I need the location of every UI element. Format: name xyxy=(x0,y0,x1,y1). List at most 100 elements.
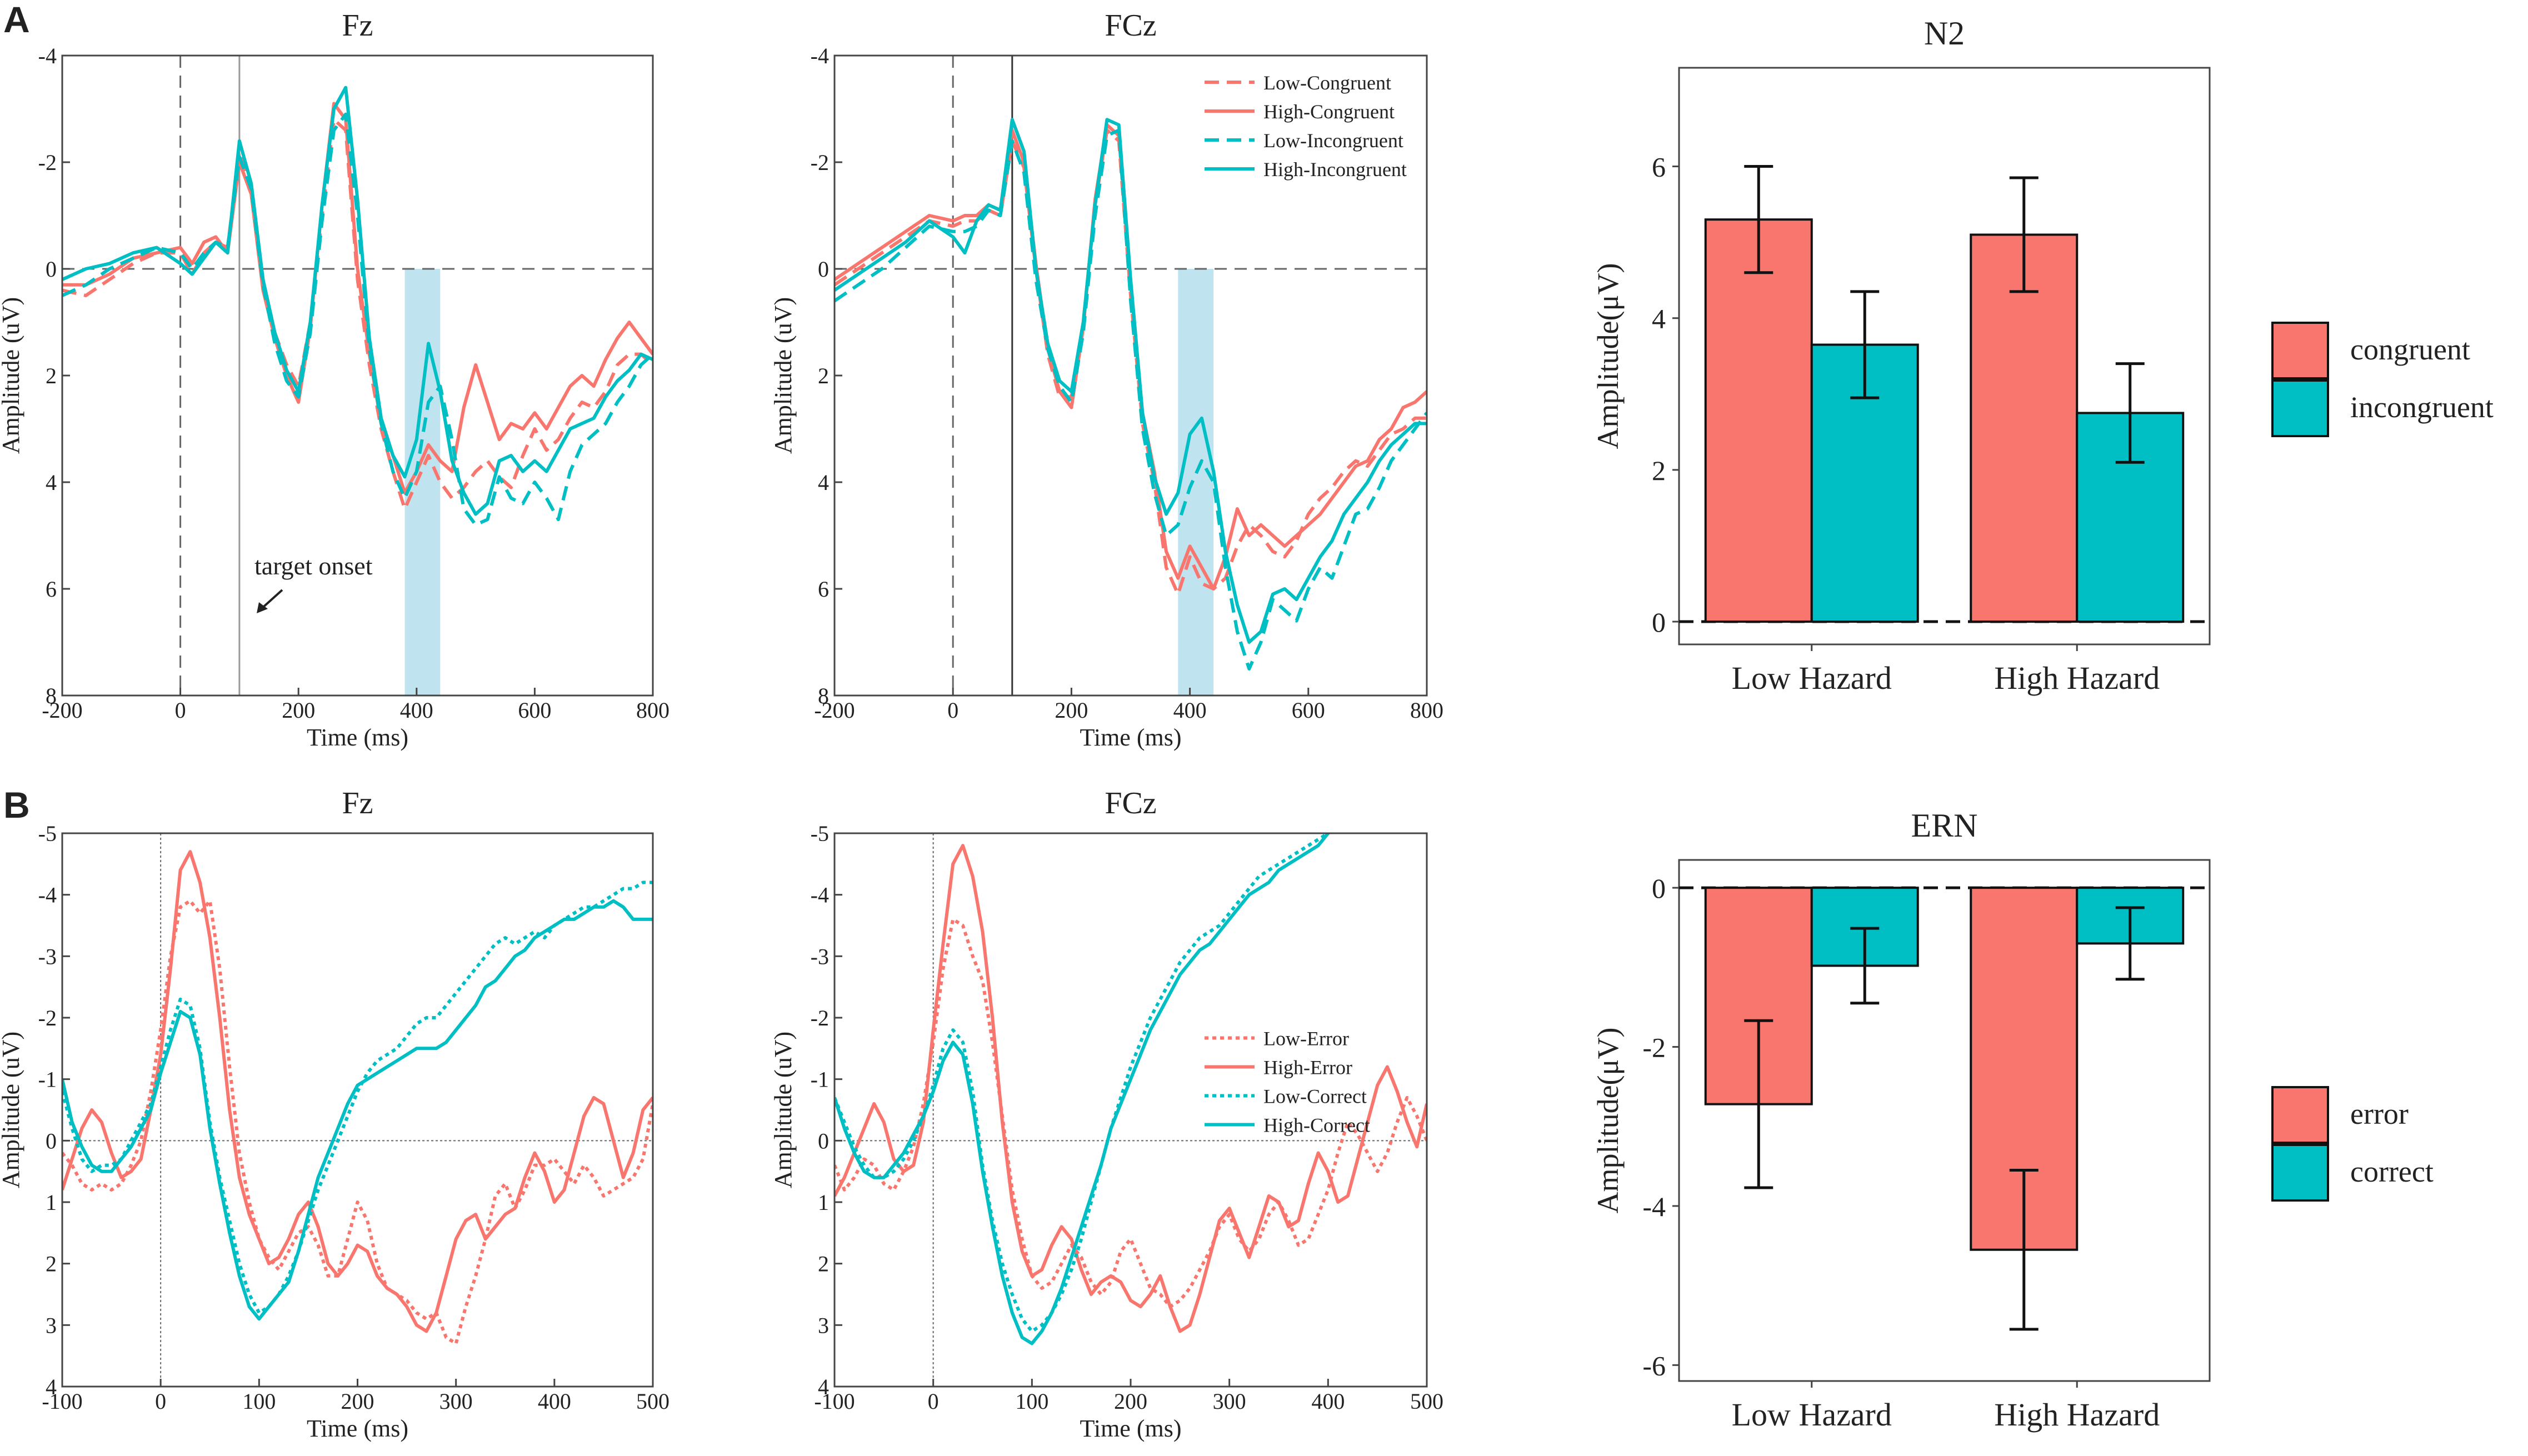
category-label: High Hazard xyxy=(1994,1397,2160,1433)
legend-swatch-error xyxy=(2271,1086,2329,1144)
y-tick-label: 6 xyxy=(818,577,829,602)
plot-frame xyxy=(1678,859,2211,1382)
chart-title: N2 xyxy=(1924,15,1965,52)
x-tick-label: 0 xyxy=(175,698,186,723)
y-tick-label: -4 xyxy=(811,883,829,908)
y-tick-label: 2 xyxy=(1652,455,1666,486)
y-tick-label: -1 xyxy=(811,1067,829,1092)
y-tick-label: 2 xyxy=(46,363,57,388)
x-tick-label: 300 xyxy=(439,1389,473,1414)
legend-label: incongruent xyxy=(2350,391,2494,424)
series-line-high-correct xyxy=(835,833,1331,1345)
y-tick-label: -4 xyxy=(38,883,57,908)
x-tick-label: 400 xyxy=(1311,1389,1345,1414)
category-label: Low Hazard xyxy=(1732,660,1892,696)
a_n2-chart: Low Hazard High Hazard 0 2 4 6 N2 Amplitude(μV)… xyxy=(1591,15,2494,696)
highlight-window xyxy=(1178,269,1214,696)
y-tick-label: -4 xyxy=(38,43,57,68)
y-tick-label: -2 xyxy=(38,1005,57,1030)
y-tick-label: 1 xyxy=(46,1190,57,1215)
x-tick-label: 600 xyxy=(1292,698,1325,723)
y-tick-label: 4 xyxy=(818,1374,829,1399)
legend-label: Low-Correct xyxy=(1263,1085,1367,1108)
y-axis-label: Amplitude (uV) xyxy=(770,297,797,454)
y-tick-label: -2 xyxy=(1642,1032,1666,1063)
y-tick-label: 0 xyxy=(818,1128,829,1153)
chart-title: FCz xyxy=(1105,8,1156,43)
y-tick-label: 8 xyxy=(46,683,57,708)
chart-title: FCz xyxy=(1105,786,1156,820)
plot-frame xyxy=(61,54,654,697)
b_ern-chart: Low Hazard High Hazard 0 -2 -4 -6 ERN Amplitude… xyxy=(1591,807,2434,1433)
y-axis-label: Amplitude (uV) xyxy=(0,1032,24,1188)
series-line-high-congruent xyxy=(62,102,653,495)
y-tick-label: 3 xyxy=(818,1313,829,1338)
y-tick-label: 2 xyxy=(46,1252,57,1277)
x-tick-label: 600 xyxy=(518,698,551,723)
legend-swatch-correct xyxy=(2271,1144,2329,1202)
series-line-high-congruent xyxy=(835,123,1427,591)
y-tick-label: 2 xyxy=(818,363,829,388)
x-axis-label: Time (ms) xyxy=(307,724,408,751)
legend-label: High-Incongruent xyxy=(1263,158,1407,181)
legend-label: Low-Incongruent xyxy=(1263,129,1403,152)
y-tick-label: 0 xyxy=(1652,873,1666,904)
y-tick-label: -5 xyxy=(38,821,57,846)
y-axis-label: Amplitude (uV) xyxy=(0,297,24,454)
x-tick-label: 300 xyxy=(1213,1389,1246,1414)
y-tick-label: 4 xyxy=(46,470,57,495)
y-tick-label: 0 xyxy=(1652,607,1666,638)
series-line-low-congruent xyxy=(835,128,1427,596)
chart-title: Fz xyxy=(342,8,373,43)
series-line-low-congruent xyxy=(62,118,653,511)
x-axis-label: Time (ms) xyxy=(307,1415,408,1442)
y-tick-label: 4 xyxy=(1652,303,1666,334)
x-tick-label: 800 xyxy=(1410,698,1443,723)
y-tick-label: 3 xyxy=(46,1313,57,1338)
y-tick-label: -4 xyxy=(1642,1191,1666,1222)
target-onset-label: target onset xyxy=(254,552,373,580)
legend-label: Low-Error xyxy=(1263,1028,1349,1050)
legend-swatch-incongruent xyxy=(2271,379,2329,437)
y-tick-label: 4 xyxy=(46,1374,57,1399)
y-tick-label: 0 xyxy=(46,257,57,282)
y-tick-label: -2 xyxy=(811,1005,829,1030)
series-line-low-correct xyxy=(835,833,1331,1333)
legend-label: congruent xyxy=(2350,333,2470,366)
x-tick-label: 100 xyxy=(242,1389,276,1414)
y-tick-label: 6 xyxy=(1652,152,1666,183)
y-tick-label: 1 xyxy=(818,1190,829,1215)
x-tick-label: 200 xyxy=(1055,698,1088,723)
category-label: High Hazard xyxy=(1994,660,2160,696)
x-tick-label: 400 xyxy=(1173,698,1207,723)
x-tick-label: 800 xyxy=(636,698,670,723)
legend-label: Low-Congruent xyxy=(1263,72,1391,94)
series-line-low-incongruent xyxy=(62,112,653,527)
y-tick-label: 2 xyxy=(818,1252,829,1277)
y-tick-label: 8 xyxy=(818,683,829,708)
legend-label: correct xyxy=(2350,1155,2434,1188)
x-tick-label: -100 xyxy=(42,1389,82,1414)
panel-label-b: B xyxy=(3,784,30,825)
y-tick-label: -1 xyxy=(38,1067,57,1092)
a_fcz-chart: -200 0 200 400 600 800 -4 -2 0 2 4 6 8 FCz Time (ms) Am… xyxy=(770,8,1443,751)
x-tick-label: 0 xyxy=(928,1389,939,1414)
plot-frame xyxy=(1678,67,2211,646)
y-tick-label: 6 xyxy=(46,577,57,602)
series-line-high-incongruent xyxy=(62,86,653,516)
b_fz-chart: -100 0 100 200 300 400 500 -5 -4 -3 -2 -1 0 1 2 3 4 Fz Tim… xyxy=(0,786,670,1442)
x-tick-label: 500 xyxy=(636,1389,670,1414)
x-tick-label: 200 xyxy=(1114,1389,1147,1414)
x-tick-label: -200 xyxy=(42,698,82,723)
x-tick-label: 200 xyxy=(341,1389,374,1414)
series-line-high-incongruent xyxy=(835,118,1427,644)
series-line-low-incongruent xyxy=(835,128,1427,671)
legend-label: High-Correct xyxy=(1263,1114,1370,1137)
series-line-high-error xyxy=(835,844,1427,1333)
legend-label: High-Congruent xyxy=(1263,101,1395,123)
chart-title: Fz xyxy=(342,786,373,820)
panel-label-a: A xyxy=(3,0,30,40)
x-tick-label: 400 xyxy=(400,698,433,723)
x-tick-label: 500 xyxy=(1410,1389,1443,1414)
